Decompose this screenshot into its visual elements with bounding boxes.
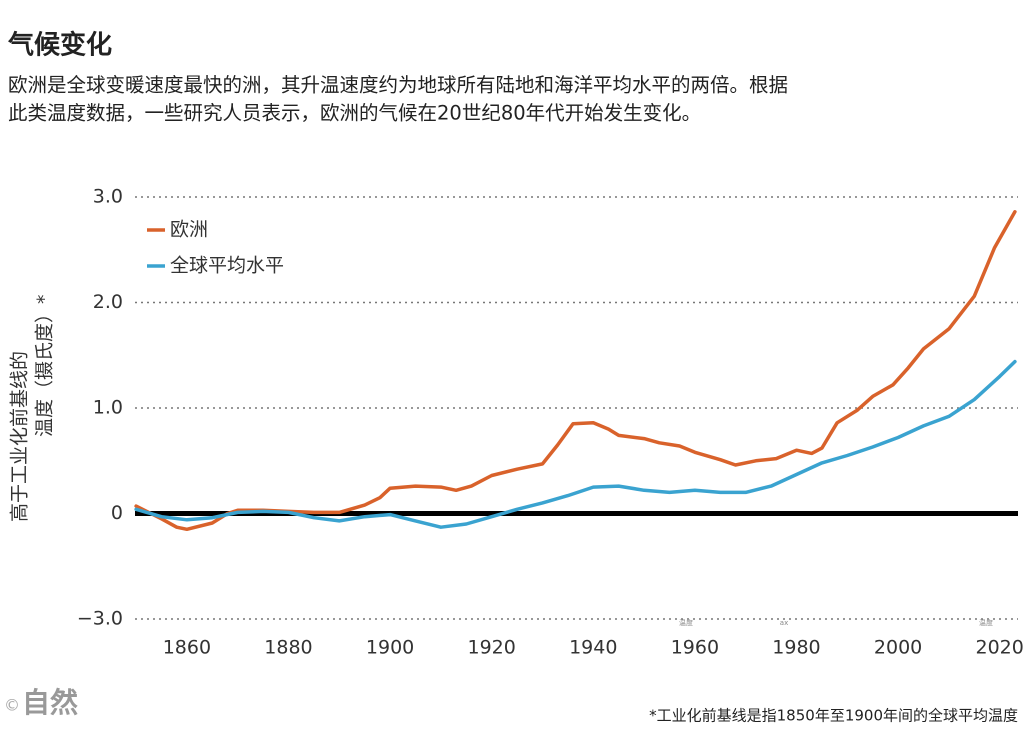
y-tick-label: −3.0 <box>77 608 123 630</box>
annotation: 温度 <box>679 618 693 627</box>
x-tick-label: 1900 <box>366 637 414 659</box>
y-tick-label: 1.0 <box>93 397 123 419</box>
subtitle: 此类温度数据，一些研究人员表示，欧洲的气候在20世纪80年代开始发生变化。 <box>8 102 701 125</box>
series-line <box>134 359 1017 529</box>
chart-title: 气候变化 <box>7 30 112 61</box>
x-tick-label: 1880 <box>264 637 312 659</box>
logo: 自然 <box>22 686 78 719</box>
x-tick-label: 2020 <box>976 637 1024 659</box>
annotation: 温度 <box>979 618 993 627</box>
x-tick-label: 1920 <box>468 637 516 659</box>
logo-mark: © <box>4 696 20 715</box>
x-tick-label: 1860 <box>163 637 211 659</box>
y-axis-label: 高于工业化前基线的 <box>9 351 31 522</box>
legend-label: 欧洲 <box>170 219 208 241</box>
y-tick-label: 2.0 <box>93 291 123 313</box>
x-tick-label: 1960 <box>671 637 719 659</box>
y-tick-label: 0 <box>111 502 123 524</box>
footnote: *工业化前基线是指1850年至1900年间的全球平均温度 <box>649 707 1018 725</box>
x-tick-label: 2000 <box>874 637 922 659</box>
y-tick-label: 3.0 <box>93 186 123 208</box>
x-tick-label: 1940 <box>569 637 617 659</box>
y-axis-label: 温度（摄氏度）* <box>34 294 56 437</box>
annotation: ax <box>780 619 788 627</box>
x-tick-label: 1980 <box>772 637 820 659</box>
legend-label: 全球平均水平 <box>170 255 284 277</box>
subtitle: 欧洲是全球变暖速度最快的洲，其升温速度约为地球所有陆地和海洋平均水平的两倍。根据 <box>8 74 788 97</box>
